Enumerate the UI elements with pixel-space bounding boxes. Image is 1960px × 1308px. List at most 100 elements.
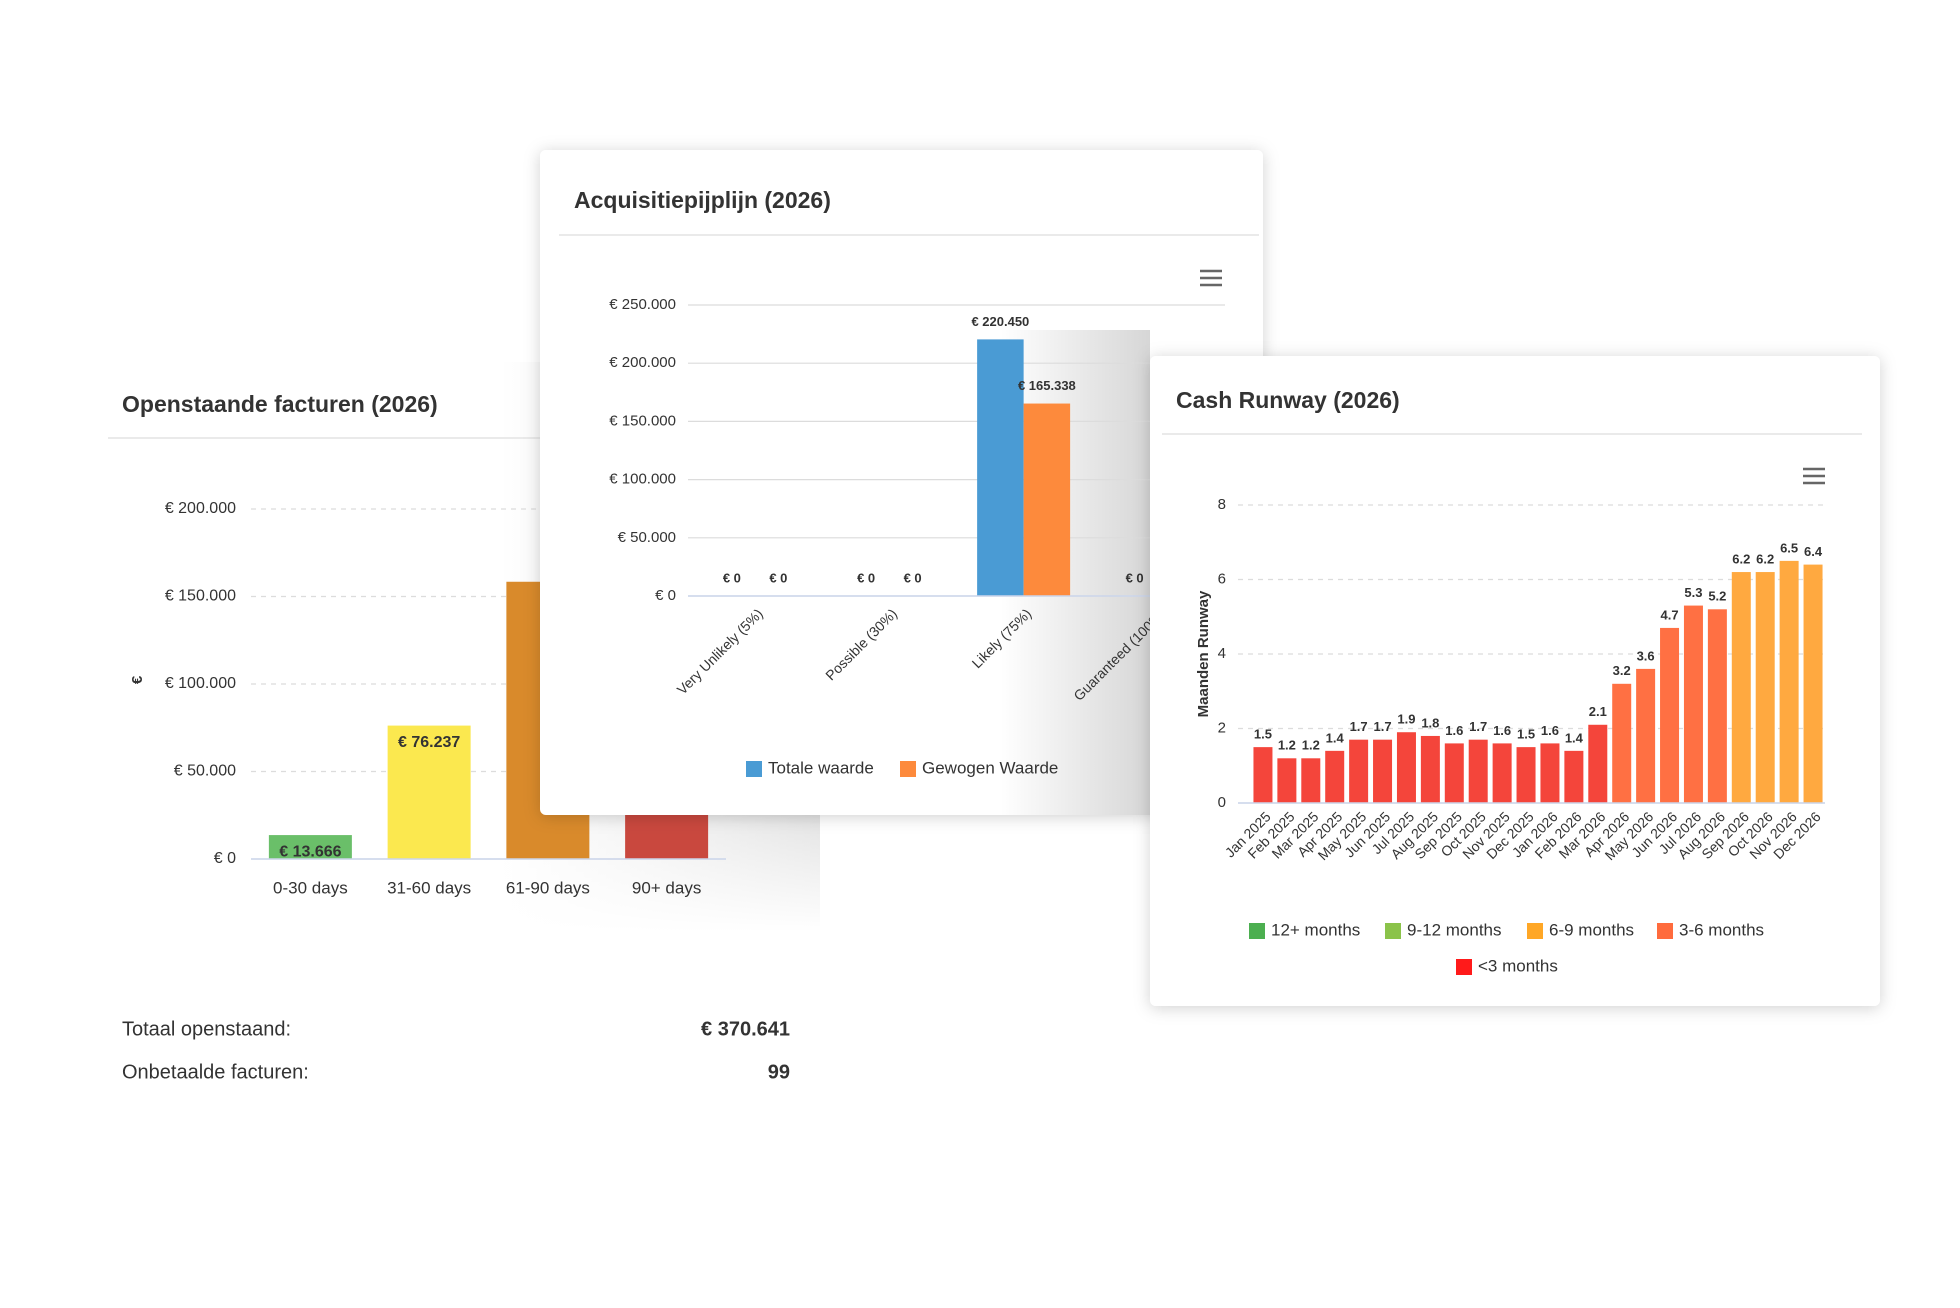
bar: [1731, 572, 1751, 803]
value-label: 1.7: [1374, 719, 1392, 734]
value-label: € 0: [904, 570, 922, 585]
value-label: 1.7: [1469, 719, 1487, 734]
value-label: € 0: [769, 570, 787, 585]
value-label: 1.2: [1278, 738, 1296, 753]
x-tick-label: 90+ days: [632, 878, 701, 897]
bar: [1803, 564, 1823, 803]
value-label: 6.4: [1804, 544, 1823, 559]
y-tick-label: 0: [1218, 794, 1226, 811]
bar: [1444, 743, 1464, 803]
legend-swatch[interactable]: [1249, 923, 1265, 939]
y-tick-label: € 200.000: [165, 500, 236, 517]
chart-title: Openstaande facturen (2026): [122, 391, 438, 417]
value-label: 1.4: [1326, 730, 1345, 745]
bar: [1253, 747, 1273, 803]
bar: [387, 725, 471, 859]
bar: [1349, 739, 1369, 803]
value-label: 1.9: [1397, 712, 1415, 727]
value-label: € 165.338: [1018, 378, 1076, 393]
bar: [1636, 668, 1656, 803]
y-tick-label: 2: [1218, 719, 1226, 736]
value-label: € 0: [1126, 570, 1144, 585]
bar: [268, 835, 352, 859]
y-tick-label: 4: [1218, 645, 1226, 662]
legend-swatch[interactable]: [1657, 923, 1673, 939]
value-label: 2.1: [1589, 704, 1607, 719]
y-tick-label: € 100.000: [165, 675, 236, 692]
bar: [1301, 758, 1321, 803]
legend-label[interactable]: Totale waarde: [768, 758, 874, 777]
x-tick-label: 31-60 days: [387, 878, 471, 897]
x-tick-label: 61-90 days: [506, 878, 590, 897]
value-label: 1.4: [1565, 730, 1584, 745]
bar: [1468, 739, 1488, 803]
value-label: € 0: [723, 570, 741, 585]
legend-swatch[interactable]: [1385, 923, 1401, 939]
legend-label[interactable]: 9-12 months: [1407, 920, 1502, 939]
chart-title: Cash Runway (2026): [1176, 387, 1400, 413]
bar: [1492, 743, 1512, 803]
legend-label[interactable]: 12+ months: [1271, 920, 1360, 939]
value-label: 1.6: [1493, 723, 1511, 738]
bar: [1588, 724, 1608, 803]
y-tick-label: € 50.000: [618, 529, 676, 546]
bar: [1660, 627, 1680, 803]
legend-swatch[interactable]: [746, 761, 762, 777]
value-label: 6.2: [1732, 551, 1750, 566]
y-tick-label: 6: [1218, 570, 1226, 587]
y-tick-label: € 200.000: [609, 354, 676, 371]
value-label: 1.7: [1350, 719, 1368, 734]
bar: [1707, 609, 1727, 803]
summary-value: € 370.641: [701, 1018, 790, 1040]
y-tick-label: € 250.000: [609, 296, 676, 313]
bar: [1516, 747, 1536, 803]
y-tick-label: € 150.000: [165, 588, 236, 605]
bar: [1373, 739, 1393, 803]
value-label: 1.6: [1445, 723, 1463, 738]
bar: [1540, 743, 1560, 803]
value-label: 5.3: [1684, 585, 1702, 600]
legend-label[interactable]: 3-6 months: [1679, 920, 1764, 939]
card-acquisitie: Acquisitiepijplijn (2026) € 0 € 50.000 € 10…: [540, 150, 1263, 815]
bar: [1277, 758, 1297, 803]
legend-label[interactable]: <3 months: [1478, 956, 1558, 975]
y-tick-label: € 150.000: [609, 412, 676, 429]
card: [1150, 356, 1880, 1006]
value-label: 3.6: [1637, 648, 1655, 663]
y-tick-label: € 50.000: [174, 763, 236, 780]
value-label: 1.8: [1421, 715, 1439, 730]
bar: [1325, 750, 1345, 803]
value-label: 1.5: [1254, 727, 1272, 742]
y-axis-label: €: [129, 675, 146, 684]
summary: Totaal openstaand: € 370.641 Onbetaalde fa…: [122, 1018, 790, 1083]
chart-title: Acquisitiepijplijn (2026): [574, 187, 831, 213]
legend-swatch[interactable]: [1527, 923, 1543, 939]
summary-label: Onbetaalde facturen:: [122, 1061, 309, 1083]
bar: [1612, 683, 1632, 803]
bar: [977, 339, 1024, 596]
value-label: € 0: [857, 570, 875, 585]
value-label: 6.2: [1756, 551, 1774, 566]
legend-label[interactable]: Gewogen Waarde: [922, 758, 1058, 777]
y-axis-label: Maanden Runway: [1195, 590, 1212, 717]
bar: [1420, 735, 1440, 803]
bar: [1779, 560, 1799, 803]
bar: [1023, 403, 1071, 596]
legend-swatch[interactable]: [900, 761, 916, 777]
value-label: 1.2: [1302, 738, 1320, 753]
y-tick-label: € 100.000: [609, 471, 676, 488]
y-tick-label: € 0: [655, 587, 676, 604]
legend-swatch[interactable]: [1456, 959, 1472, 975]
bar: [1683, 605, 1703, 803]
bar: [1564, 750, 1584, 803]
value-label: € 13.666: [279, 843, 341, 860]
value-label: 5.2: [1708, 589, 1726, 604]
value-label: 1.5: [1517, 727, 1535, 742]
value-label: € 220.450: [971, 314, 1029, 329]
bar: [1396, 732, 1416, 803]
y-tick-label: € 0: [214, 850, 236, 867]
summary-value: 99: [768, 1061, 790, 1083]
legend-label[interactable]: 6-9 months: [1549, 920, 1634, 939]
